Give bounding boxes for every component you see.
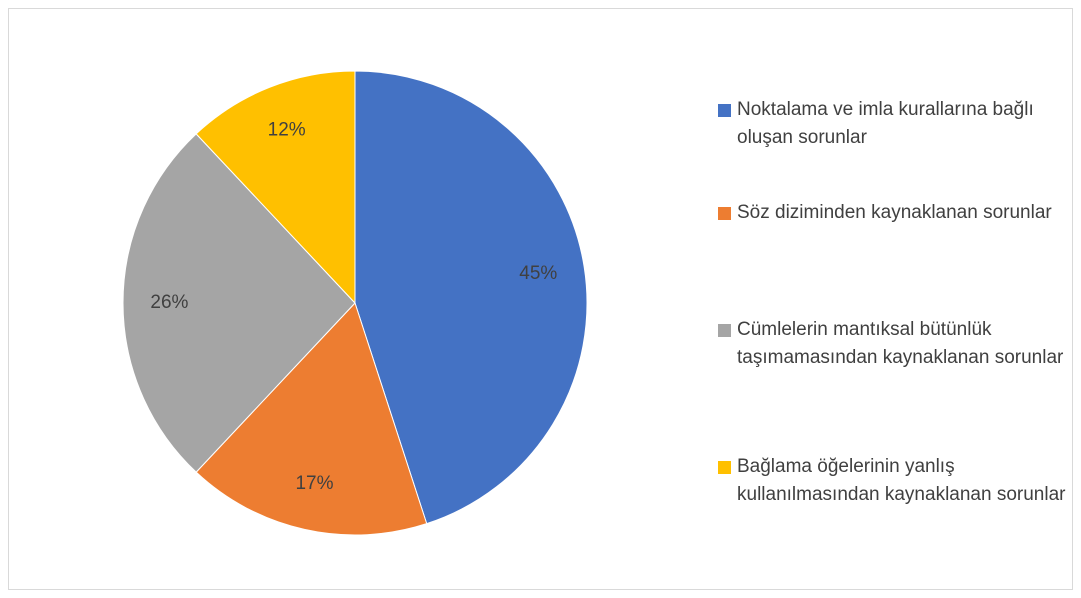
data-label: 17% — [295, 473, 333, 494]
pie-slice — [122, 133, 356, 473]
legend-swatch — [718, 324, 731, 337]
legend-swatch — [718, 461, 731, 474]
legend-item: Cümlelerin mantıksal bütünlük taşımaması… — [718, 316, 1068, 372]
legend-label: Noktalama ve imla kurallarına bağlı oluş… — [737, 99, 1034, 148]
data-label: 45% — [519, 263, 557, 284]
legend-label: Cümlelerin mantıksal bütünlük taşımaması… — [737, 319, 1064, 368]
legend-item: Söz diziminden kaynaklanan sorunlar — [718, 199, 1068, 227]
legend-label: Bağlama öğelerinin yanlış kullanılmasınd… — [737, 456, 1066, 505]
data-label: 12% — [268, 119, 306, 140]
legend-swatch — [718, 104, 731, 117]
legend-item: Bağlama öğelerinin yanlış kullanılmasınd… — [718, 453, 1068, 509]
pie-slice — [195, 302, 428, 536]
legend-label: Söz diziminden kaynaklanan sorunlar — [737, 202, 1052, 223]
legend-item: Noktalama ve imla kurallarına bağlı oluş… — [718, 96, 1068, 152]
pie-slice — [354, 70, 588, 525]
legend-swatch — [718, 207, 731, 220]
pie-slice — [195, 70, 356, 305]
data-label: 26% — [150, 292, 188, 313]
